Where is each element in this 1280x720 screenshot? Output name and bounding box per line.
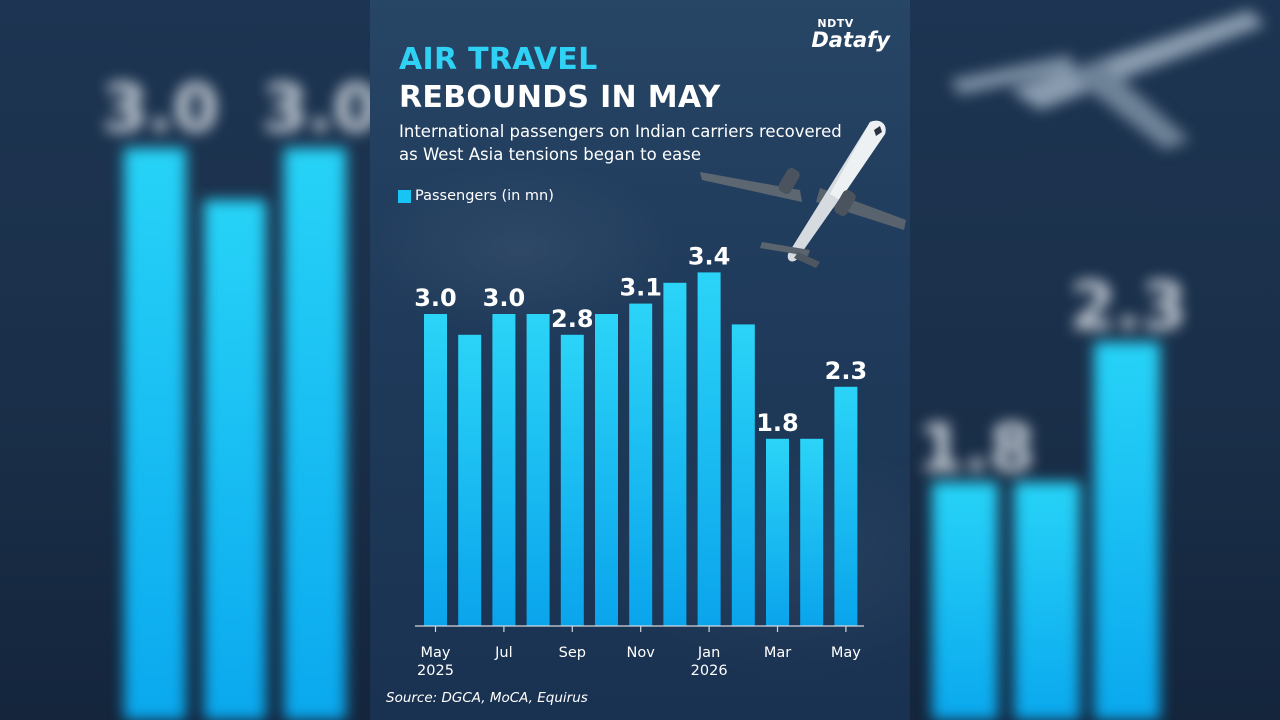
source-note: Source: DGCA, MoCA, Equirus	[386, 690, 588, 706]
backdrop-bar	[932, 482, 998, 720]
backdrop-value-label: 2.3	[1070, 268, 1187, 345]
bar	[629, 303, 653, 626]
title-line-2: REBOUNDS IN MAY	[399, 80, 721, 115]
x-tick-label: Mar	[764, 645, 791, 661]
backdrop-bar	[124, 148, 186, 720]
backdrop-bar	[1094, 342, 1160, 720]
data-label: 3.4	[688, 242, 731, 270]
bar	[697, 272, 721, 626]
data-label: 2.3	[825, 357, 868, 385]
backdrop-bar	[204, 200, 266, 720]
backdrop-bar	[1014, 482, 1080, 720]
logo-product: Datafy	[811, 28, 890, 52]
bar	[731, 324, 755, 626]
x-tick-label: Jan	[697, 645, 720, 661]
legend-label: Passengers (in mn)	[415, 188, 554, 204]
bar	[766, 438, 789, 626]
bar	[492, 314, 516, 626]
x-tick-label: 2025	[417, 663, 454, 679]
data-label: 2.8	[551, 305, 594, 333]
x-tick-label: May	[831, 645, 861, 661]
bar	[595, 314, 618, 626]
bar	[560, 334, 584, 626]
bar	[800, 438, 824, 626]
legend-swatch	[398, 189, 411, 203]
bar	[663, 282, 687, 626]
bar	[458, 334, 482, 626]
data-label: 3.0	[483, 284, 526, 312]
ndtv-datafy-logo: NDTV Datafy	[811, 18, 890, 51]
logo-network: NDTV	[817, 17, 854, 30]
data-label: 3.1	[619, 274, 662, 302]
backdrop-airplane-icon	[950, 10, 1265, 150]
x-tick-label: 2026	[691, 663, 728, 679]
bar	[526, 314, 550, 626]
title-line-1: AIR TRAVEL	[399, 42, 598, 77]
bar-chart: May 2025 Jul Sep Nov Jan 2026 Mar May 3.0 3.0 2.8 3.…	[414, 242, 868, 679]
airplane-icon	[700, 120, 906, 268]
subtitle: International passengers on Indian carri…	[399, 122, 842, 164]
x-tick-label: Jul	[494, 645, 513, 661]
data-label: 3.0	[414, 284, 457, 312]
backdrop-bar	[284, 148, 346, 720]
infographic-card: NDTV Datafy AIR TRAVEL REBOUNDS IN MAY I…	[370, 0, 910, 720]
backdrop-value-label: 3.0	[102, 70, 219, 147]
data-label: 1.8	[756, 409, 799, 437]
x-tick-label: May	[421, 645, 451, 661]
bar	[834, 386, 858, 626]
x-tick-label: Sep	[559, 645, 586, 661]
backdrop-value-label: 3.0	[262, 70, 379, 147]
legend: Passengers (in mn)	[398, 188, 554, 204]
x-tick-label: Nov	[627, 645, 656, 661]
backdrop-value-label: 1.8	[918, 410, 1035, 487]
bar	[424, 314, 447, 626]
